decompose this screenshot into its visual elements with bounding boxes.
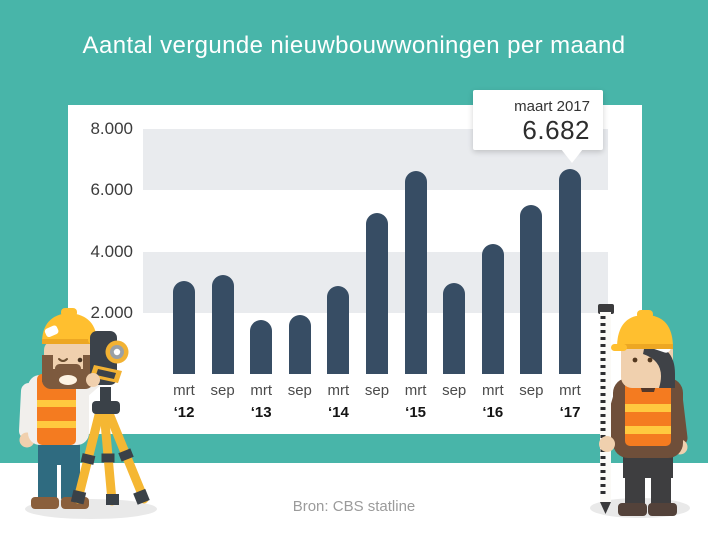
worker-body <box>602 378 688 458</box>
callout-date-label: maart 2017 <box>514 98 590 115</box>
x-tick-month: mrt <box>327 382 350 399</box>
callout-value: 6.682 <box>522 115 590 145</box>
bar-sep <box>443 283 466 374</box>
bar-mrt-13 <box>250 320 273 374</box>
x-tick-year: ‘12 <box>173 404 195 421</box>
x-tick-month: sep <box>364 382 390 399</box>
x-tick-label: sep <box>429 382 479 400</box>
bar-sep <box>288 314 311 374</box>
surveyor-with-tripod-illustration <box>19 308 157 519</box>
x-tick-label: mrt ‘16 <box>468 382 518 422</box>
bar-sep <box>366 212 388 374</box>
hand <box>599 436 615 452</box>
plot-area <box>143 129 608 374</box>
x-tick-month: sep <box>442 382 467 399</box>
y-tick-label: 2.000 <box>90 302 133 322</box>
highlight-callout: maart 2017 6.682 <box>473 90 603 163</box>
x-tick-label: mrt ‘12 <box>159 382 209 422</box>
y-tick-label: 6.000 <box>90 180 133 200</box>
leveling-rod <box>598 304 614 514</box>
bar-mrt-15 <box>404 170 427 374</box>
hand <box>86 373 100 387</box>
page-title: Aantal vergunde nieuwbouwwoningen per ma… <box>82 32 626 59</box>
x-tick-year: ‘17 <box>559 404 581 421</box>
worker-head <box>611 310 675 388</box>
x-tick-year: ‘14 <box>327 404 349 421</box>
x-tick-month: mrt <box>250 382 273 399</box>
x-tick-label: sep <box>198 382 248 400</box>
x-tick-label: sep <box>275 382 325 400</box>
theodolite-tripod <box>70 331 150 506</box>
x-tick-label: mrt ‘15 <box>391 382 441 422</box>
bar-mrt-17 <box>559 169 581 374</box>
x-tick-year: ‘13 <box>250 404 272 421</box>
x-tick-year: ‘15 <box>405 404 427 421</box>
x-tick-month: mrt <box>559 382 581 399</box>
callout-pointer-icon <box>561 149 583 163</box>
x-tick-label: mrt ‘14 <box>313 382 363 422</box>
x-tick-label: mrt ‘17 <box>545 382 595 422</box>
x-tick-month: sep <box>519 382 544 399</box>
bar-mrt-12 <box>173 280 195 374</box>
y-tick-label: 4.000 <box>90 241 133 261</box>
surveyor-head <box>42 308 104 389</box>
worker-with-leveling-rod-illustration <box>590 304 690 518</box>
source-credit: Bron: CBS statline <box>292 498 416 515</box>
x-tick-month: mrt <box>404 382 427 399</box>
bar-mrt-16 <box>481 244 504 374</box>
hard-hat <box>617 315 673 348</box>
bar-mrt-14 <box>327 286 350 374</box>
x-tick-label: mrt ‘13 <box>236 382 286 422</box>
chart-panel: 8.000 6.000 4.000 2.000 mrt ‘12 sep mrt ‘13 sep m… <box>68 105 642 434</box>
x-tick-month: mrt <box>173 382 195 399</box>
x-tick-month: mrt <box>481 382 504 399</box>
x-tick-month: sep <box>210 382 235 399</box>
x-tick-month: sep <box>287 382 312 399</box>
y-tick-label: 8.000 <box>90 119 133 138</box>
x-tick-year: ‘16 <box>482 404 504 421</box>
bar-sep <box>211 275 234 374</box>
hard-hat <box>42 313 97 343</box>
x-tick-label: sep <box>506 382 556 400</box>
x-tick-label: sep <box>352 382 402 400</box>
bar-sep <box>520 204 543 374</box>
